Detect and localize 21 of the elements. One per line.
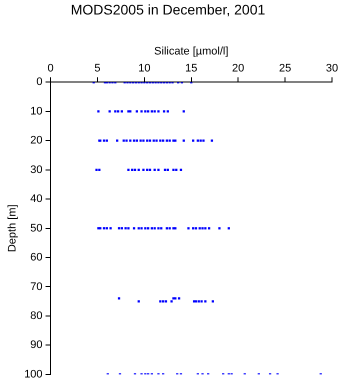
- x-tick-label: 30: [326, 62, 338, 75]
- y-tick-label: 100: [24, 368, 43, 380]
- y-tick-label: 10: [30, 105, 43, 118]
- y-tick-label: 50: [30, 222, 43, 234]
- y-tick-label: 80: [30, 310, 43, 322]
- y-tick-label: 70: [30, 280, 43, 293]
- x-tick-label: 10: [138, 62, 150, 75]
- x-tick-label: 25: [278, 62, 292, 75]
- x-tick-label: 20: [232, 62, 244, 75]
- x-tick-label: 5: [94, 62, 101, 75]
- y-tick-label: 20: [30, 134, 43, 147]
- y-tick-label: 0: [36, 76, 43, 88]
- x-tick-label: 0: [47, 62, 54, 75]
- y-axis-title: Depth [m]: [6, 204, 19, 252]
- x-tick-label: 15: [185, 62, 198, 75]
- x-axis-title: Silicate [µmol/l]: [154, 45, 228, 58]
- y-tick-label: 40: [30, 193, 43, 206]
- y-tick-label: 30: [30, 164, 43, 176]
- y-tick-label: 90: [30, 339, 43, 352]
- y-tick-label: 60: [30, 252, 43, 264]
- chart-title: MODS2005 in December, 2001: [70, 1, 266, 18]
